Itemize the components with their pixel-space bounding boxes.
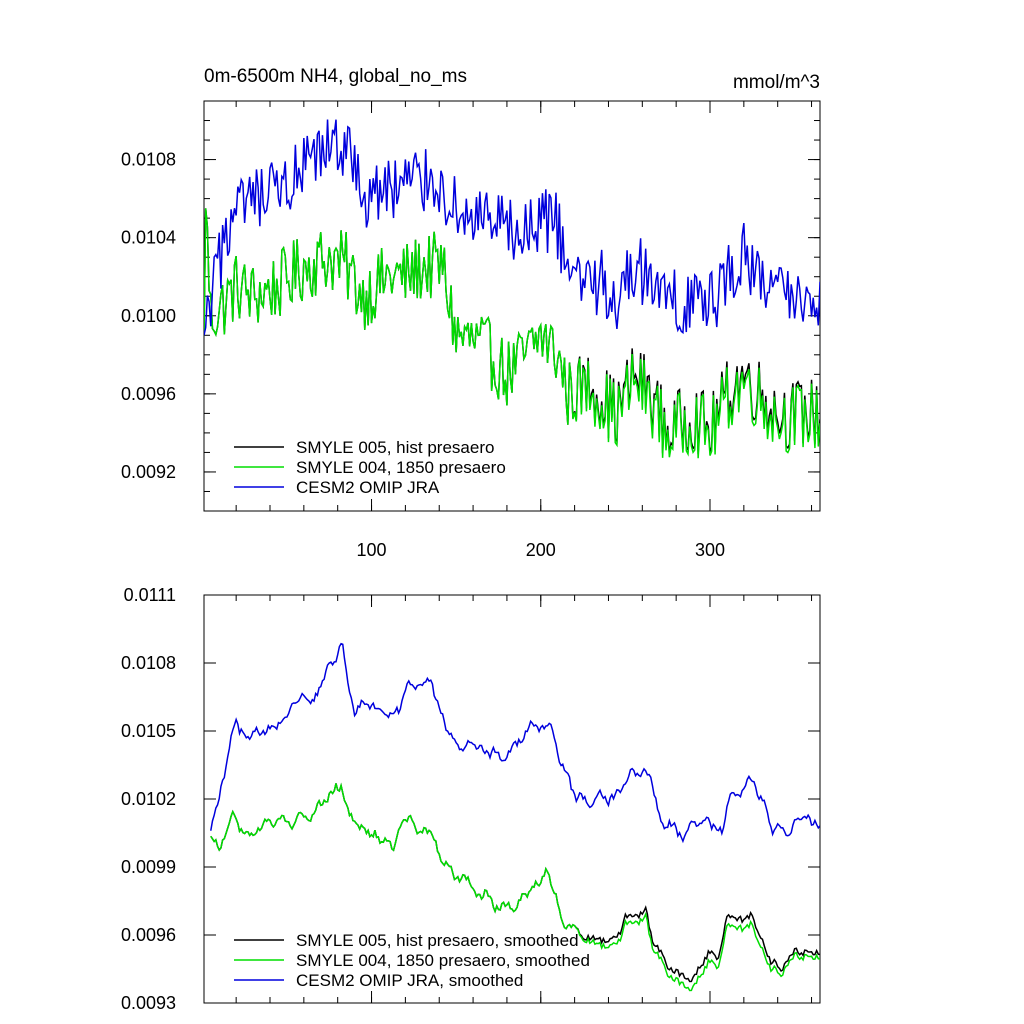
legend-label: CESM2 OMIP JRA — [296, 478, 440, 497]
y-tick-label: 0.0105 — [121, 721, 176, 741]
y-tick-label: 0.0102 — [121, 789, 176, 809]
y-tick-label: 0.0104 — [121, 228, 176, 248]
y-tick-label: 0.0100 — [121, 306, 176, 326]
plot-panel-top: 0.0092 0.0096 0.0100 0.0104 0.0108 100 200 300 S… — [121, 100, 821, 560]
y-tick-label: 0.0099 — [121, 857, 176, 877]
y-tick-label: 0.0096 — [121, 384, 176, 404]
y-tick-label: 0.0108 — [121, 653, 176, 673]
x-tick-label: 300 — [695, 540, 725, 560]
plot-panel-bottom: 0.0093 0.0096 0.0099 0.0102 0.0105 0.0108 0.01… — [121, 585, 821, 1013]
y-tick-label: 0.0093 — [121, 993, 176, 1013]
legend-label: SMYLE 004, 1850 presaero — [296, 458, 506, 477]
legend-label: CESM2 OMIP JRA, smoothed — [296, 971, 523, 990]
panel-title-right: mmol/m^3 — [733, 72, 820, 93]
y-tick-label: 0.0096 — [121, 925, 176, 945]
y-tick-label: 0.0108 — [121, 150, 176, 170]
y-tick-label: 0.0111 — [124, 585, 176, 605]
series-line-3 — [210, 642, 820, 844]
panel-title-left: 0m-6500m NH4, global_no_ms — [204, 66, 467, 87]
x-tick-label: 200 — [526, 540, 556, 560]
legend-label: SMYLE 005, hist presaero — [296, 438, 494, 457]
series-line-2 — [210, 782, 820, 992]
y-tick-label: 0.0092 — [121, 462, 176, 482]
series-line-2 — [204, 208, 820, 459]
legend-label: SMYLE 004, 1850 presaero, smoothed — [296, 951, 590, 970]
x-tick-label: 100 — [357, 540, 387, 560]
legend-label: SMYLE 005, hist presaero, smoothed — [296, 931, 579, 950]
series-line-3 — [204, 119, 820, 336]
